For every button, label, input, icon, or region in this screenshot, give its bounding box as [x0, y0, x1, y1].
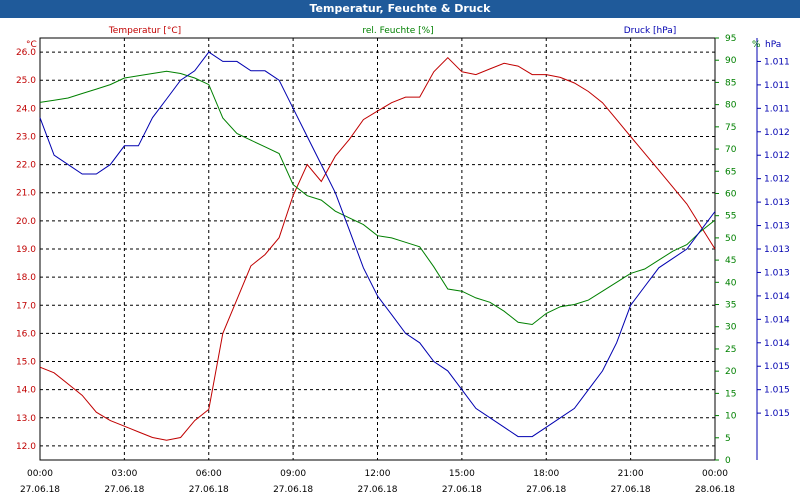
humidity-tick-label: 40 — [725, 278, 737, 288]
pressure-tick-label: 1.013 — [764, 198, 790, 208]
x-tick-time: 00:00 — [27, 469, 53, 479]
humidity-tick-label: 30 — [725, 323, 737, 333]
humidity-tick-label: 85 — [725, 78, 736, 88]
pressure-tick-label: 1.011 — [764, 104, 790, 114]
x-tick-time: 00:00 — [702, 469, 728, 479]
temperature-tick-label: 26.0 — [16, 48, 36, 58]
humidity-axis-title: rel. Feuchte [%] — [362, 26, 433, 36]
x-tick-time: 12:00 — [365, 469, 391, 479]
temperature-tick-label: 14.0 — [16, 386, 36, 396]
temperature-tick-label: 22.0 — [16, 161, 36, 171]
humidity-series-line — [39, 70, 716, 326]
humidity-unit-label: % — [752, 40, 761, 50]
temperature-tick-label: 25.0 — [16, 76, 36, 86]
humidity-tick-label: 25 — [725, 345, 736, 355]
x-tick-time: 09:00 — [280, 469, 306, 479]
horizontal-grid — [40, 51, 715, 447]
x-tick-date: 27.06.18 — [104, 485, 144, 495]
humidity-tick-label: 65 — [725, 167, 736, 177]
pressure-axis-title: Druck [hPa] — [624, 26, 677, 36]
temperature-tick-label: 20.0 — [16, 217, 36, 227]
temperature-axis-title: Temperatur [°C] — [108, 26, 181, 36]
pressure-tick-label: 1.014 — [764, 292, 790, 302]
pressure-tick-label: 1.015 — [764, 409, 790, 419]
humidity-tick-label: 80 — [725, 101, 737, 111]
humidity-tick-label: 5 — [725, 434, 731, 444]
x-tick-date: 27.06.18 — [273, 485, 313, 495]
pressure-tick-label: 1.014 — [764, 339, 790, 349]
pressure-tick-label: 1.013 — [764, 222, 790, 232]
pressure-tick-label: 1.011 — [764, 57, 790, 67]
humidity-tick-label: 50 — [725, 234, 737, 244]
x-tick-date: 27.06.18 — [526, 485, 566, 495]
pressure-tick-label: 1.015 — [764, 386, 790, 396]
humidity-tick-label: 55 — [725, 212, 736, 222]
series-lines — [39, 51, 716, 441]
tick-labels: 00:00 27.06.18 03:00 27.06.18 06:00 27.06.18 0… — [16, 34, 790, 495]
temperature-tick-label: 23.0 — [16, 132, 36, 142]
pressure-tick-label: 1.013 — [764, 268, 790, 278]
temperature-tick-label: 13.0 — [16, 414, 36, 424]
temperature-tick-label: 18.0 — [16, 273, 36, 283]
temperature-tick-label: 12.0 — [16, 442, 36, 452]
pressure-tick-label: 1.012 — [764, 151, 790, 161]
pressure-tick-label: 1.013 — [764, 245, 790, 255]
x-tick-time: 18:00 — [533, 469, 559, 479]
humidity-tick-label: 10 — [725, 412, 737, 422]
humidity-tick-label: 20 — [725, 367, 737, 377]
x-tick-date: 27.06.18 — [442, 485, 482, 495]
temperature-tick-label: 24.0 — [16, 104, 36, 114]
humidity-tick-label: 0 — [725, 456, 731, 466]
humidity-tick-label: 90 — [725, 56, 737, 66]
pressure-tick-label: 1.015 — [764, 362, 790, 372]
pressure-tick-label: 1.012 — [764, 175, 790, 185]
temperature-tick-label: 15.0 — [16, 358, 36, 368]
x-tick-time: 15:00 — [449, 469, 475, 479]
x-tick-date: 27.06.18 — [357, 485, 397, 495]
humidity-tick-label: 70 — [725, 145, 737, 155]
humidity-tick-label: 15 — [725, 389, 736, 399]
pressure-tick-label: 1.014 — [764, 315, 790, 325]
window-title: Temperatur, Feuchte & Druck — [0, 0, 800, 18]
temperature-series-line — [39, 56, 716, 441]
temperature-tick-label: 21.0 — [16, 189, 36, 199]
temperature-tick-label: 17.0 — [16, 301, 36, 311]
humidity-tick-label: 60 — [725, 189, 737, 199]
pressure-tick-label: 1.012 — [764, 128, 790, 138]
temperature-tick-label: 16.0 — [16, 329, 36, 339]
x-tick-date: 28.06.18 — [695, 485, 735, 495]
humidity-tick-label: 35 — [725, 301, 736, 311]
x-tick-date: 27.06.18 — [611, 485, 651, 495]
humidity-tick-label: 75 — [725, 123, 736, 133]
pressure-series-line — [39, 51, 716, 438]
x-tick-time: 03:00 — [111, 469, 137, 479]
x-tick-time: 21:00 — [618, 469, 644, 479]
pressure-tick-label: 1.011 — [764, 81, 790, 91]
temperature-unit-label: °C — [26, 40, 37, 50]
humidity-tick-label: 95 — [725, 34, 736, 44]
humidity-tick-label: 45 — [725, 256, 736, 266]
x-tick-date: 27.06.18 — [20, 485, 60, 495]
x-tick-date: 27.06.18 — [189, 485, 229, 495]
x-tick-time: 06:00 — [196, 469, 222, 479]
pressure-unit-label: hPa — [765, 40, 781, 50]
temperature-tick-label: 19.0 — [16, 245, 36, 255]
